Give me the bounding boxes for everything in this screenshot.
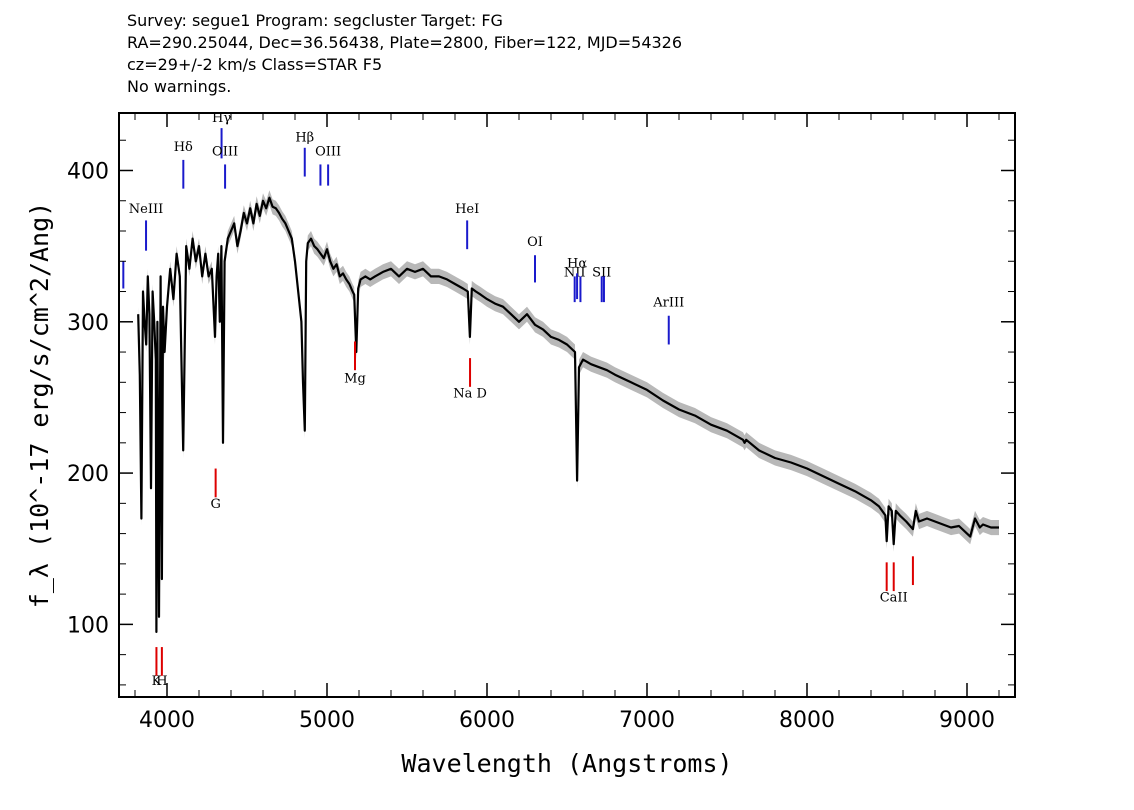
emission-line-label: HeI (455, 202, 479, 217)
x-axis-title: Wavelength (Angstroms) (401, 749, 732, 778)
emission-line-label: Hδ (174, 140, 193, 155)
absorption-line-label: K (152, 674, 162, 689)
x-tick-label: 9000 (939, 708, 995, 733)
absorption-line-label: Na D (453, 386, 487, 401)
header-warnings-line: No warnings. (127, 77, 232, 96)
absorption-line-label: H (156, 674, 167, 689)
x-tick-label: 7000 (619, 708, 675, 733)
emission-line-label: OI (527, 235, 543, 250)
emission-line-label: ArIII (652, 296, 684, 311)
y-axis-title: f_λ (10^-17 erg/s/cm^2/Ang) (25, 202, 54, 608)
x-tick-label: 4000 (139, 708, 195, 733)
emission-line-label: SII (592, 265, 611, 280)
y-tick-label: 100 (67, 613, 109, 638)
y-tick-label: 200 (67, 462, 109, 487)
emission-line-label: OIII (315, 144, 341, 159)
emission-line-label: Hγ (212, 111, 231, 126)
absorption-line-label: Mg (344, 371, 366, 386)
axis-ticks-layer: 4000 5000 6000 7000 8000 9000 100 200 300 400 (67, 113, 1015, 733)
spectrum-line (137, 196, 999, 634)
x-tick-label: 8000 (779, 708, 835, 733)
x-tick-label: 5000 (299, 708, 355, 733)
y-tick-label: 400 (67, 159, 109, 184)
emission-line-label: Hα (567, 256, 587, 271)
spectrum-series-layer (137, 196, 999, 634)
emission-line-label: OIII (212, 144, 238, 159)
spectrum-header: Survey: segue1 Program: segcluster Targe… (127, 10, 682, 98)
absorption-line-label: G (210, 497, 220, 512)
emission-line-label: NeIII (129, 202, 163, 217)
header-coordinates-line: RA=290.25044, Dec=36.56438, Plate=2800, … (127, 33, 683, 52)
x-tick-label: 6000 (459, 708, 515, 733)
header-survey-line: Survey: segue1 Program: segcluster Targe… (127, 11, 503, 30)
plot-frame (118, 112, 1016, 698)
spectral-lines-layer: NeIIIHδHγOIIIHβOIIIHeIOINIIHαSIIArIIIKHG… (122, 111, 914, 689)
absorption-line-label: CaII (880, 591, 908, 606)
header-redshift-line: cz=29+/-2 km/s Class=STAR F5 (127, 55, 383, 74)
emission-line-label: Hβ (295, 131, 314, 146)
y-tick-label: 300 (67, 311, 109, 336)
